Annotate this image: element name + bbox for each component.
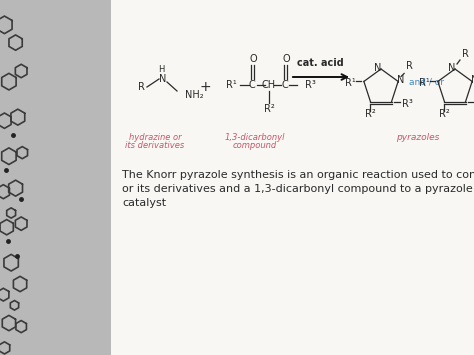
Text: R¹: R¹	[345, 78, 356, 88]
Text: its derivatives: its derivatives	[126, 141, 185, 149]
Text: R: R	[406, 61, 412, 71]
Text: C: C	[249, 80, 255, 90]
Text: cat. acid: cat. acid	[297, 58, 343, 68]
Text: R²: R²	[264, 104, 274, 114]
Text: R¹: R¹	[419, 78, 430, 88]
Text: hydrazine or: hydrazine or	[128, 132, 182, 142]
Text: R³: R³	[305, 80, 316, 90]
Text: R: R	[462, 49, 468, 59]
Text: H: H	[158, 65, 164, 73]
Text: compound: compound	[233, 141, 277, 149]
Text: 1,3-dicarbonyl: 1,3-dicarbonyl	[225, 132, 285, 142]
Text: The Knorr pyrazole synthesis is an organic reaction used to convert a hydrazine: The Knorr pyrazole synthesis is an organ…	[122, 170, 474, 180]
Text: N: N	[397, 76, 405, 86]
Text: pyrazoles: pyrazoles	[396, 132, 440, 142]
Text: R³: R³	[401, 99, 412, 109]
Text: C: C	[282, 80, 288, 90]
Text: R²: R²	[365, 109, 376, 119]
Text: R: R	[138, 82, 145, 92]
Text: or its derivatives and a 1,3-dicarbonyl compound to a pyrazole using an acid: or its derivatives and a 1,3-dicarbonyl …	[122, 184, 474, 194]
Text: O: O	[282, 54, 290, 64]
Text: N: N	[159, 74, 167, 84]
Text: R¹: R¹	[226, 80, 237, 90]
Text: CH: CH	[262, 80, 276, 90]
Bar	[0, 0, 111, 355]
Text: and / or: and / or	[410, 77, 445, 87]
Text: N: N	[374, 63, 382, 73]
Text: +: +	[199, 80, 211, 94]
Text: NH₂: NH₂	[185, 90, 204, 100]
Text: R²: R²	[439, 109, 450, 119]
Text: O: O	[249, 54, 257, 64]
Text: N: N	[472, 76, 474, 86]
Text: N: N	[448, 63, 456, 73]
Text: catalyst: catalyst	[122, 198, 166, 208]
Bar	[111, 0, 474, 355]
